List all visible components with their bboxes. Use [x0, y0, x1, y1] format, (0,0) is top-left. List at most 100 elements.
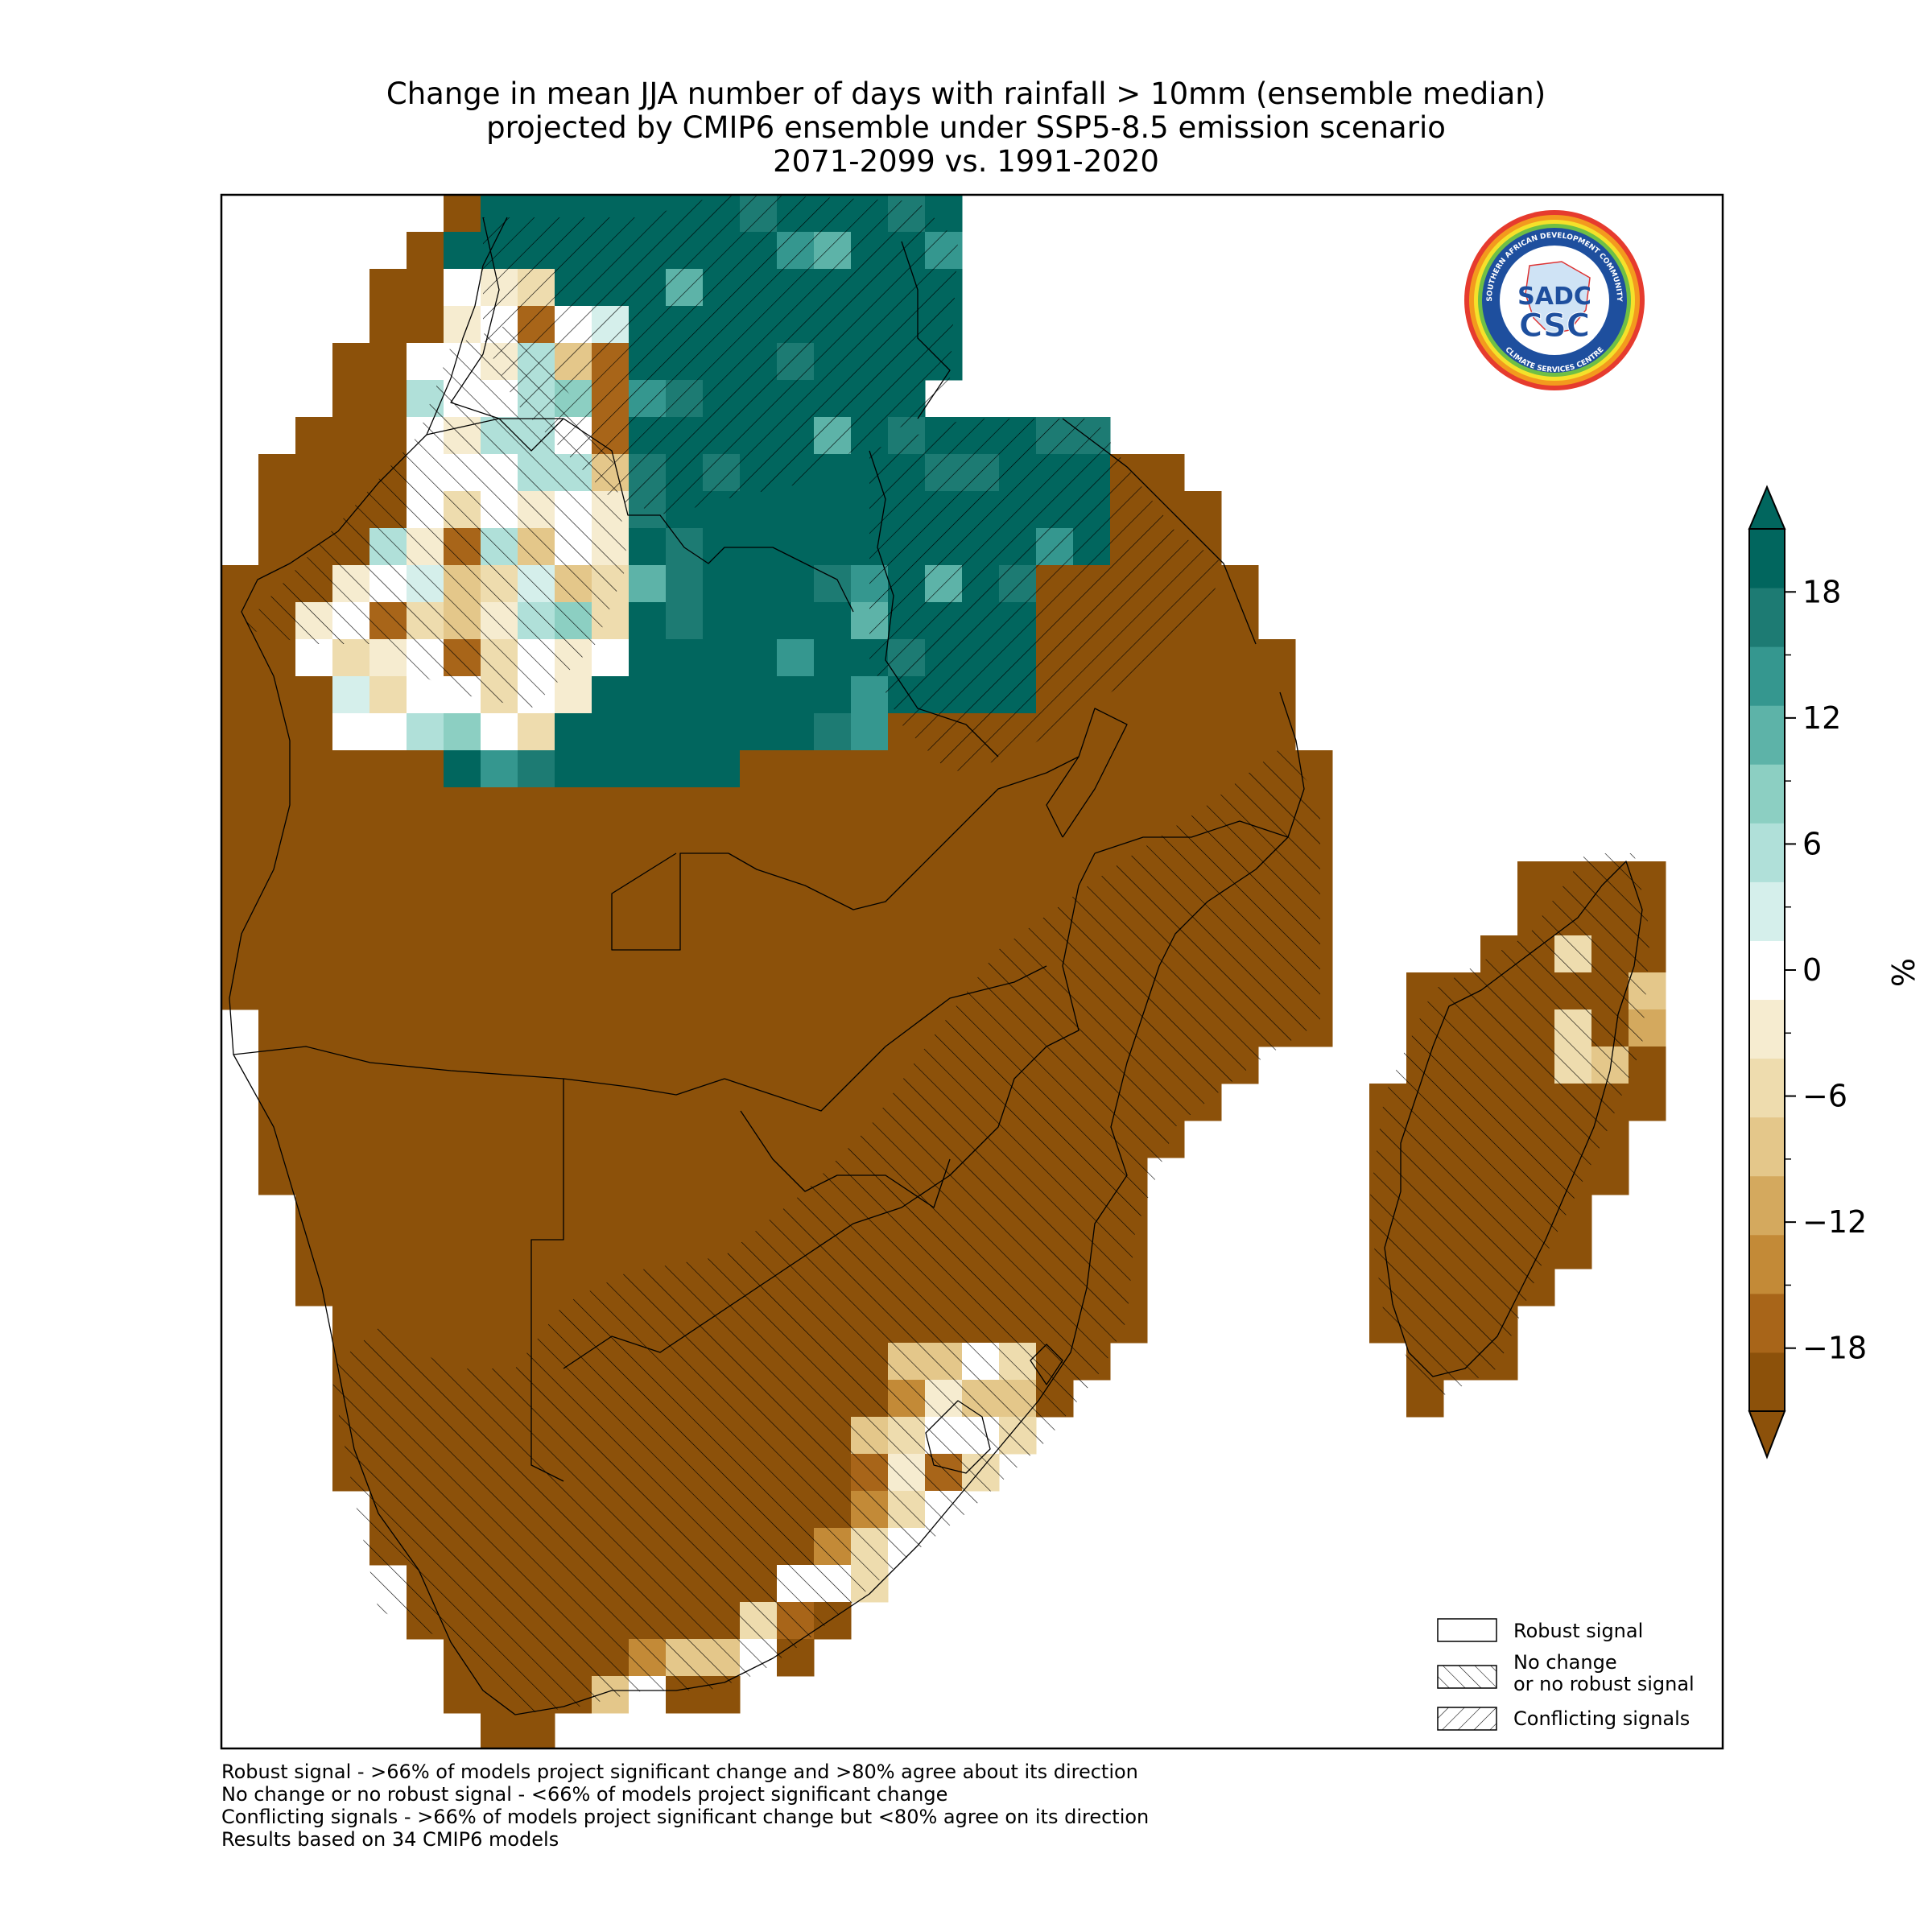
grid-cell — [221, 861, 259, 899]
grid-cell — [332, 1158, 370, 1195]
grid-cell — [740, 1009, 778, 1047]
grid-cell — [666, 1121, 704, 1158]
border-namibia-botswana — [530, 1079, 564, 1482]
grid-cell — [777, 935, 815, 973]
grid-cell — [592, 1121, 630, 1158]
grid-cell — [518, 1195, 555, 1232]
grid-cell — [221, 565, 259, 603]
grid-cell — [444, 1306, 481, 1344]
grid-cell — [740, 602, 778, 640]
grid-cell — [814, 935, 852, 973]
grid-cell — [444, 1232, 481, 1269]
grid-cell — [1073, 824, 1111, 862]
grid-cell — [444, 898, 481, 936]
grid-cell — [592, 750, 630, 788]
grid-cell — [332, 343, 370, 381]
grid-cell — [407, 1269, 444, 1307]
grid-cell — [295, 454, 333, 492]
grid-cell — [555, 861, 592, 899]
grid-cell — [629, 1084, 667, 1121]
grid-cell — [258, 861, 296, 899]
grid-cell — [814, 676, 852, 714]
border-uganda — [901, 241, 951, 419]
grid-cell — [740, 787, 778, 825]
grid-cell — [703, 565, 741, 603]
grid-cell — [518, 787, 555, 825]
grid-cell — [1184, 676, 1222, 714]
grid-cell — [629, 528, 667, 566]
grid-cell — [332, 676, 370, 714]
grid-cell — [407, 1084, 444, 1121]
grid-cell — [629, 639, 667, 677]
grid-cell — [518, 1269, 555, 1307]
grid-cell — [295, 1121, 333, 1158]
grid-cell — [407, 306, 444, 344]
colorbar-segment — [1749, 881, 1785, 941]
grid-cell — [332, 1269, 370, 1307]
border-malawi — [1046, 708, 1128, 838]
grid-cell — [851, 787, 889, 825]
grid-cell — [1258, 639, 1296, 677]
grid-cell — [1221, 565, 1259, 603]
grid-cell — [851, 750, 889, 788]
grid-cell — [332, 787, 370, 825]
grid-cell — [666, 1009, 704, 1047]
grid-cell — [518, 1121, 555, 1158]
grid-cell — [555, 935, 592, 973]
map-area — [221, 195, 1666, 1748]
grid-cell — [703, 639, 741, 677]
grid-cell — [332, 750, 370, 788]
grid-cell — [555, 713, 592, 751]
grid-cell — [481, 972, 518, 1010]
grid-cell — [407, 1195, 444, 1232]
grid-cell — [592, 1046, 630, 1084]
grid-cell — [629, 602, 667, 640]
grid-cell — [703, 676, 741, 714]
grid-cell — [851, 713, 889, 751]
grid-cell — [888, 1009, 926, 1047]
grid-cell — [518, 898, 555, 936]
grid-cell — [444, 824, 481, 862]
footnote-robust: Robust signal - >66% of models project s… — [221, 1761, 1138, 1783]
grid-cell — [332, 1009, 370, 1047]
grid-cell — [518, 861, 555, 899]
grid-cell — [332, 713, 370, 751]
grid-cell — [555, 1084, 592, 1121]
grid-cell — [777, 861, 815, 899]
grid-cell — [295, 1158, 333, 1195]
grid-cell — [444, 861, 481, 899]
grid-cell — [332, 1232, 370, 1269]
grid-cell — [295, 972, 333, 1010]
grid-cell — [703, 972, 741, 1010]
grid-cell — [518, 750, 555, 788]
grid-cell — [814, 787, 852, 825]
grid-cell — [925, 898, 963, 936]
grid-cell — [332, 1046, 370, 1084]
grid-cell — [369, 787, 407, 825]
colorbar-ticks: 18 12 6 0 −6 −12 −18 — [1785, 574, 1867, 1366]
grid-cell — [629, 565, 667, 603]
grid-cell — [332, 1195, 370, 1232]
colorbar-segment — [1749, 1234, 1785, 1294]
colorbar-tick-label: 0 — [1802, 952, 1822, 988]
grid-cell — [592, 676, 630, 714]
grid-cell — [629, 935, 667, 973]
grid-cell — [518, 713, 555, 751]
grid-cell — [666, 1195, 704, 1232]
grid-cell — [1591, 1158, 1629, 1195]
grid-cell — [592, 1009, 630, 1047]
grid-cell — [1221, 676, 1259, 714]
grid-cell — [295, 1009, 333, 1047]
colorbar-segment — [1749, 1175, 1785, 1236]
grid-cell — [407, 1232, 444, 1269]
grid-cell — [444, 787, 481, 825]
grid-cell — [332, 1084, 370, 1121]
grid-cell — [814, 1009, 852, 1047]
grid-cell — [814, 824, 852, 862]
border-drc-zambia — [728, 756, 1080, 910]
colorbar-extend-min — [1748, 1410, 1786, 1459]
legend-item-conflicting-signals: Conflicting signals — [1437, 1707, 1690, 1731]
grid-cell — [999, 861, 1037, 899]
colorbar-segment — [1749, 529, 1785, 588]
grid-cell — [888, 935, 926, 973]
